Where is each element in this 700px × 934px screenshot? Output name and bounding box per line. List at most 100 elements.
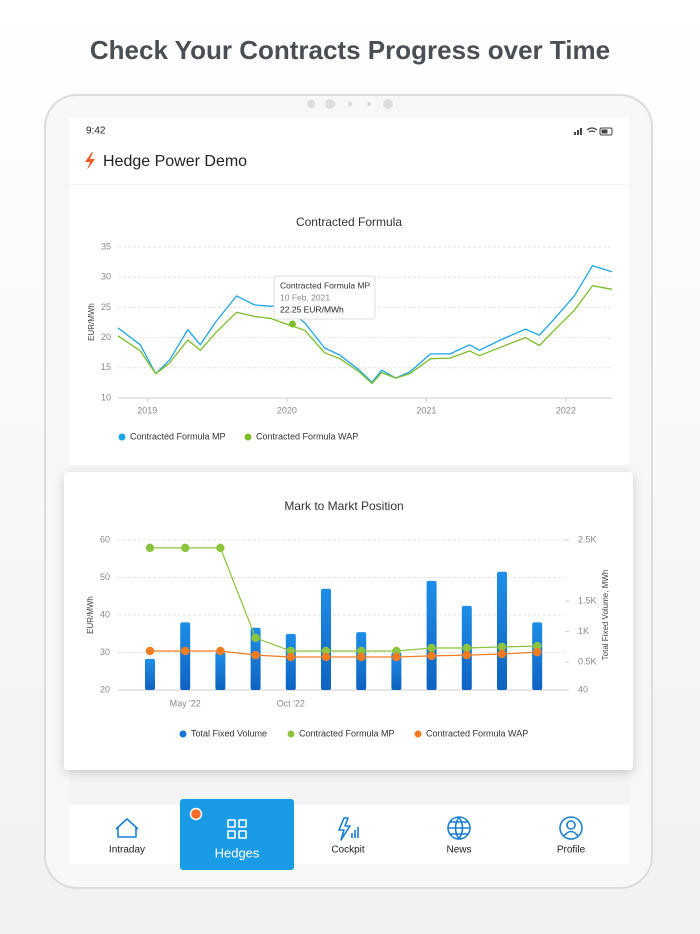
line — [117, 265, 613, 383]
camera — [367, 102, 371, 106]
chart-title: Mark to Markt Position — [284, 499, 403, 513]
legend-marker — [287, 730, 295, 738]
app-title: Hedge Power Demo — [103, 153, 247, 170]
legend-label: Contracted Formula MP — [130, 431, 226, 441]
point — [427, 651, 436, 661]
bar — [321, 588, 331, 690]
nav-icon — [447, 816, 471, 840]
point — [497, 649, 507, 659]
point — [533, 641, 542, 651]
point — [251, 633, 260, 643]
point — [533, 647, 542, 657]
point — [145, 543, 155, 553]
y2-tick-label: 0.5K — [578, 656, 597, 666]
nav-icon — [338, 817, 359, 841]
nav-item[interactable]: Cockpit — [331, 817, 365, 856]
y2-tick-label: 2.5K — [578, 534, 597, 544]
point — [251, 650, 260, 660]
chart-card — [69, 185, 629, 465]
notification-dot — [189, 807, 203, 821]
bar — [215, 652, 226, 690]
nav-icon — [559, 816, 583, 840]
point — [286, 646, 295, 656]
bar — [145, 658, 155, 690]
chart: Contracted Formula 10 15 20 25 30 35 2019 2020 20… — [87, 215, 613, 441]
legend-label: Contracted Formula MP — [299, 728, 395, 738]
nav-bar — [69, 805, 629, 864]
y2-axis-label: Total Fixed Volume, MWh — [601, 570, 610, 661]
tooltip-date: 10 Feb, 2021 — [280, 292, 330, 302]
y-tick-label: 40 — [100, 609, 110, 619]
legend-marker — [118, 433, 126, 441]
y-tick-label: 20 — [101, 332, 111, 342]
status-icons — [574, 127, 613, 136]
point — [321, 646, 331, 656]
point — [286, 652, 295, 662]
nav-item[interactable]: Intraday — [109, 818, 145, 856]
bar — [180, 622, 191, 690]
nav-item[interactable]: Profile — [557, 816, 586, 856]
bar — [497, 571, 507, 690]
legend-label: Total Fixed Volume — [191, 728, 267, 738]
headline: Check Your Contracts Progress over Time — [90, 35, 610, 65]
point — [216, 543, 225, 553]
camera — [347, 101, 353, 107]
nav-label: Intraday — [109, 845, 145, 856]
app-header — [69, 118, 629, 184]
nav-active-bg — [180, 799, 294, 870]
x-tick-label: 2019 — [137, 405, 157, 415]
y-axis-label: EUR/MWh — [86, 596, 95, 634]
camera — [325, 99, 335, 109]
logo-bolt — [85, 152, 95, 170]
point — [145, 646, 155, 656]
y-tick-label: 30 — [101, 272, 111, 282]
x-tick-label: 2021 — [416, 405, 436, 415]
line — [117, 285, 613, 385]
line — [150, 547, 538, 652]
x-tick-label: May '22 — [170, 698, 201, 708]
legend-label: Contracted Formula WAP — [256, 431, 358, 441]
y-tick-label: 60 — [100, 534, 110, 544]
y2-tick-label: 1K — [578, 626, 589, 636]
nav-item[interactable]: Hedges — [180, 799, 294, 870]
point — [357, 652, 366, 662]
point — [462, 650, 471, 660]
nav-label: Profile — [557, 845, 586, 856]
tooltip — [273, 275, 376, 320]
tooltip-point — [288, 320, 296, 328]
nav-label: Cockpit — [331, 845, 365, 856]
legend-label: Contracted Formula WAP — [426, 728, 528, 738]
line — [150, 650, 538, 658]
x-tick-label: Oct '22 — [277, 698, 305, 708]
point — [392, 646, 401, 656]
y-tick-label: 10 — [101, 392, 111, 402]
x-tick-label: 2020 — [277, 405, 297, 415]
point — [392, 652, 401, 662]
point — [216, 646, 225, 656]
nav-label: Hedges — [215, 845, 260, 860]
nav-icon — [115, 818, 139, 838]
point — [462, 643, 471, 653]
tooltip-series: Contracted Formula MP — [280, 280, 371, 290]
nav-item[interactable]: News — [446, 816, 472, 856]
y-tick-label: 50 — [100, 572, 110, 582]
chart-title: Contracted Formula — [296, 215, 402, 229]
y2-tick-label: 1.5K — [578, 595, 597, 605]
nav: Intraday Hedges Cockpit News Profile — [109, 799, 586, 870]
y2-tick-label: 40 — [578, 684, 588, 694]
y-tick-label: 35 — [101, 241, 111, 251]
legend-marker — [244, 433, 252, 441]
point — [181, 543, 190, 553]
chart-card — [64, 472, 633, 770]
y-axis-label: EUR/MWh — [87, 303, 96, 341]
x-tick-label: 2022 — [556, 405, 576, 415]
y-tick-label: 25 — [101, 302, 111, 312]
camera — [307, 100, 315, 108]
legend-marker — [414, 730, 422, 738]
y-tick-label: 20 — [100, 684, 110, 694]
point — [181, 646, 190, 656]
chart: Mark to Markt Position 20 30 40 50 60 40 0.5K 1K… — [86, 499, 610, 738]
bar — [391, 652, 402, 690]
